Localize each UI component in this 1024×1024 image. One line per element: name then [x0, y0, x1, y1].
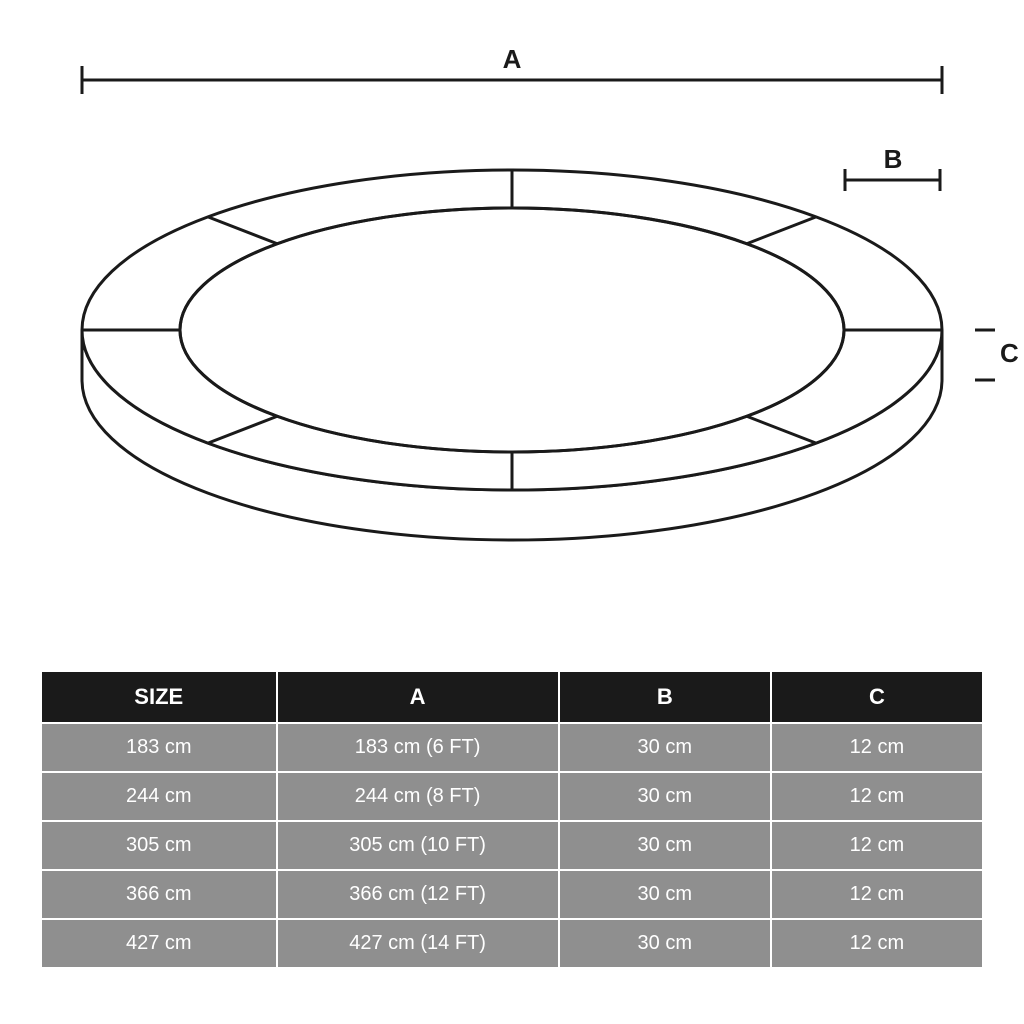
table-header-cell: A	[278, 672, 558, 722]
dim-c-label: C	[1000, 338, 1019, 368]
table-cell: 30 cm	[560, 724, 770, 771]
table-cell: 244 cm (8 FT)	[278, 773, 558, 820]
table-cell: 30 cm	[560, 920, 770, 967]
table-cell: 427 cm (14 FT)	[278, 920, 558, 967]
table-row: 183 cm183 cm (6 FT)30 cm12 cm	[42, 724, 982, 771]
table-cell: 12 cm	[772, 822, 982, 869]
ring-diagram-svg: A B C	[0, 0, 1024, 660]
table-cell: 12 cm	[772, 773, 982, 820]
table-cell: 30 cm	[560, 871, 770, 918]
table-cell: 12 cm	[772, 871, 982, 918]
size-table-area: SIZEABC 183 cm183 cm (6 FT)30 cm12 cm244…	[40, 670, 984, 969]
table-row: 305 cm305 cm (10 FT)30 cm12 cm	[42, 822, 982, 869]
table-cell: 30 cm	[560, 773, 770, 820]
table-header-cell: SIZE	[42, 672, 276, 722]
table-cell: 30 cm	[560, 822, 770, 869]
table-body: 183 cm183 cm (6 FT)30 cm12 cm244 cm244 c…	[42, 724, 982, 967]
table-cell: 12 cm	[772, 724, 982, 771]
table-cell: 305 cm (10 FT)	[278, 822, 558, 869]
table-header-cell: C	[772, 672, 982, 722]
table-cell: 427 cm	[42, 920, 276, 967]
table-row: 427 cm427 cm (14 FT)30 cm12 cm	[42, 920, 982, 967]
dim-a-label: A	[503, 44, 522, 74]
table-cell: 244 cm	[42, 773, 276, 820]
diagram-area: A B C	[0, 0, 1024, 660]
table-row: 366 cm366 cm (12 FT)30 cm12 cm	[42, 871, 982, 918]
table-cell: 366 cm (12 FT)	[278, 871, 558, 918]
table-cell: 366 cm	[42, 871, 276, 918]
table-cell: 12 cm	[772, 920, 982, 967]
dim-b-label: B	[884, 144, 903, 174]
table-header-cell: B	[560, 672, 770, 722]
table-cell: 183 cm	[42, 724, 276, 771]
table-header-row: SIZEABC	[42, 672, 982, 722]
size-table: SIZEABC 183 cm183 cm (6 FT)30 cm12 cm244…	[40, 670, 984, 969]
table-cell: 183 cm (6 FT)	[278, 724, 558, 771]
table-cell: 305 cm	[42, 822, 276, 869]
ring-inner-edge	[180, 208, 844, 452]
table-row: 244 cm244 cm (8 FT)30 cm12 cm	[42, 773, 982, 820]
